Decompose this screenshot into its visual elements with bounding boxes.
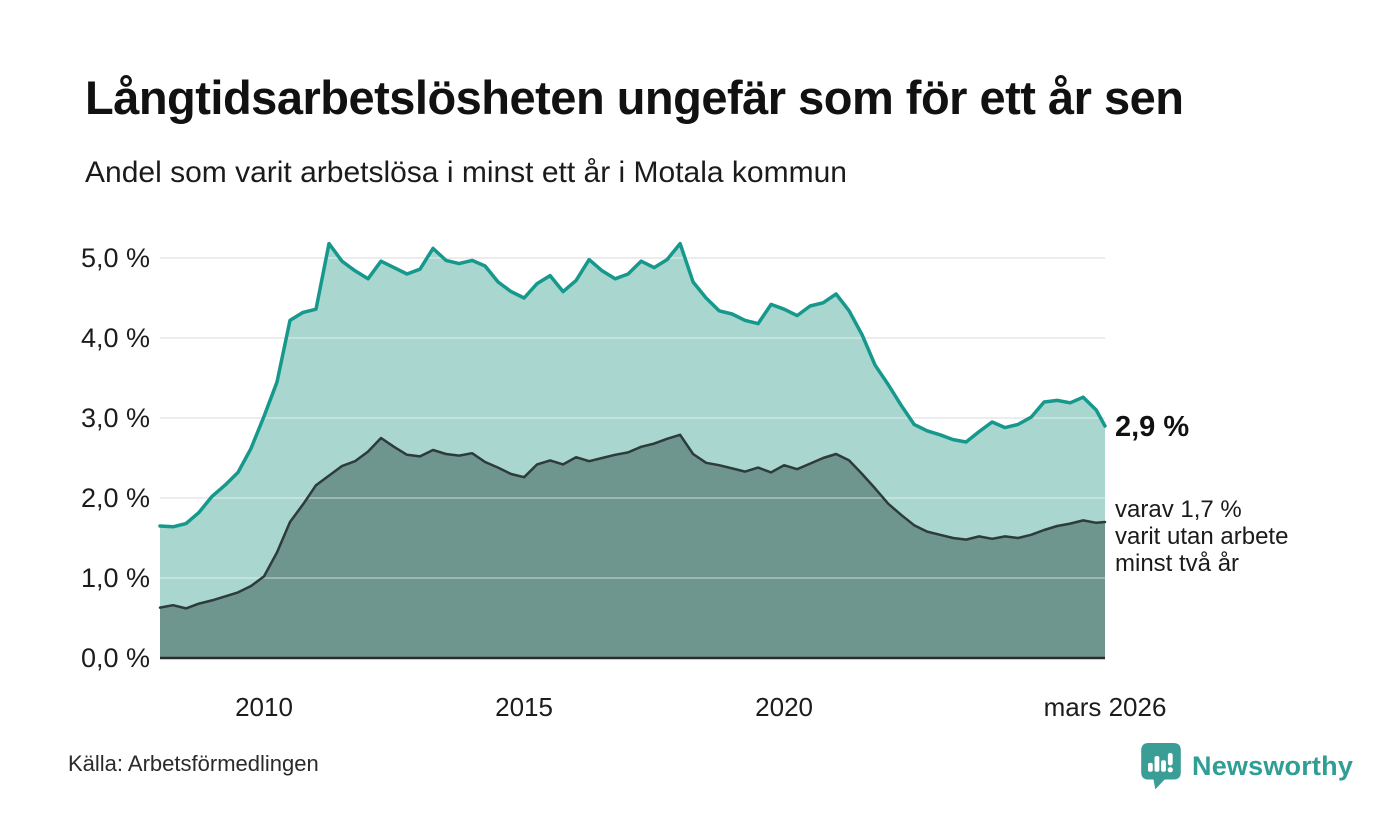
y-tick-label: 2,0 % — [80, 483, 150, 513]
x-tick-label: mars 2026 — [1043, 692, 1167, 722]
page-title: Långtidsarbetslösheten ungefär som för e… — [85, 71, 1184, 124]
y-tick-label: 4,0 % — [80, 323, 150, 353]
annotation-line: varav 1,7 % — [1115, 496, 1242, 523]
x-tick-label: 2015 — [495, 692, 553, 722]
annotation-line: varit utan arbete — [1115, 523, 1289, 550]
y-tick-label: 5,0 % — [80, 243, 150, 273]
chart-subtitle: Andel som varit arbetslösa i minst ett å… — [85, 156, 847, 189]
newsworthy-logo-icon — [1141, 743, 1181, 790]
endpoint-value-label: 2,9 % — [1115, 411, 1190, 443]
y-tick-label: 3,0 % — [80, 403, 150, 433]
annotation-line: minst två år — [1115, 550, 1240, 577]
x-tick-label: 2020 — [755, 692, 814, 722]
brand-name: Newsworthy — [1192, 751, 1354, 781]
x-tick-label: 2010 — [235, 692, 293, 722]
source-credit: Källa: Arbetsförmedlingen — [68, 751, 319, 776]
y-tick-label: 0,0 % — [80, 643, 150, 673]
endpoint-annotation: varav 1,7 % varit utan arbete minst två … — [1115, 496, 1288, 577]
newsworthy-brand: Newsworthy — [1140, 742, 1353, 791]
y-tick-label: 1,0 % — [80, 563, 150, 593]
